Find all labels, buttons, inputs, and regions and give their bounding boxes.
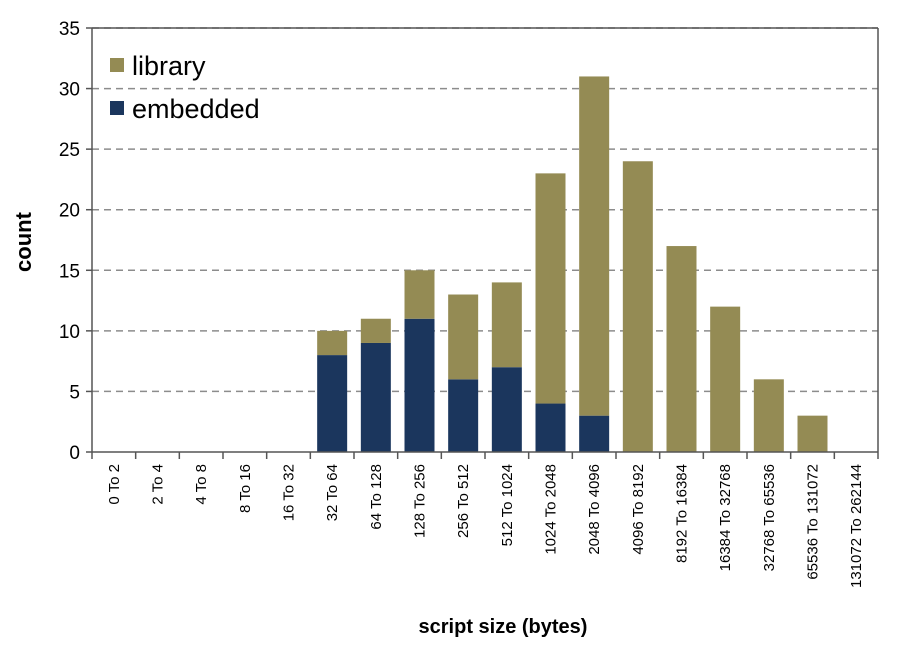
x-axis-title: script size (bytes): [419, 616, 588, 638]
bars: [317, 76, 828, 452]
x-tick-label-5: 32 To 64: [324, 464, 341, 521]
x-tick-label-16: 65536 To 131072: [805, 464, 822, 580]
bar-library-11: [579, 76, 610, 416]
bar-embedded-7: [404, 318, 435, 452]
legend-label-embedded: embedded: [132, 94, 260, 124]
x-tick-label-3: 8 To 16: [237, 464, 254, 513]
gridlines: [92, 27, 878, 393]
bar-library-13: [666, 246, 697, 452]
bar-embedded-5: [317, 355, 348, 452]
y-tick-labels: 0 5 10 15 20 25 30 35: [59, 19, 80, 464]
y-tick-label-25: 25: [59, 140, 80, 161]
axes: [86, 27, 879, 459]
y-tick-label-35: 35: [59, 19, 80, 40]
legend-swatch-embedded: [110, 101, 124, 115]
bar-embedded-8: [448, 379, 479, 452]
x-tick-label-9: 512 To 1024: [499, 464, 516, 546]
x-tick-label-14: 16384 To 32768: [717, 464, 734, 571]
x-tick-label-10: 1024 To 2048: [543, 464, 560, 555]
bar-library-9: [491, 282, 522, 368]
x-tick-label-15: 32768 To 65536: [761, 464, 778, 571]
y-tick-label-5: 5: [69, 382, 80, 403]
x-tick-label-7: 128 To 256: [412, 464, 429, 538]
bar-library-7: [404, 270, 435, 319]
x-tick-label-17: 131072 To 262144: [848, 464, 865, 588]
x-tick-label-4: 16 To 32: [281, 464, 298, 521]
bar-embedded-11: [579, 415, 610, 452]
x-tick-label-12: 4096 To 8192: [630, 464, 647, 555]
y-tick-label-20: 20: [59, 201, 80, 222]
x-tick-label-13: 8192 To 16384: [674, 464, 691, 563]
bar-library-15: [753, 379, 784, 452]
x-tick-label-8: 256 To 512: [455, 464, 472, 538]
y-tick-label-15: 15: [59, 261, 80, 282]
x-tick-label-0: 0 To 2: [106, 464, 123, 505]
y-tick-label-10: 10: [59, 322, 80, 343]
bar-library-10: [535, 173, 566, 404]
bar-embedded-10: [535, 403, 566, 452]
bar-library-16: [797, 415, 828, 452]
bar-library-5: [317, 330, 348, 356]
y-axis-title: count: [11, 211, 36, 272]
x-tick-label-11: 2048 To 4096: [586, 464, 603, 555]
x-tick-label-2: 4 To 8: [193, 464, 210, 505]
y-tick-label-0: 0: [69, 443, 80, 464]
bar-library-12: [622, 161, 653, 452]
legend-swatch-library: [110, 58, 124, 72]
legend-label-library: library: [132, 51, 206, 81]
bar-embedded-6: [360, 342, 391, 452]
bar-library-8: [448, 294, 479, 380]
x-tick-label-1: 2 To 4: [150, 464, 167, 505]
legend: library embedded: [110, 51, 260, 124]
bar-embedded-9: [491, 367, 522, 452]
bar-library-14: [710, 306, 741, 452]
x-tick-labels: 0 To 2 2 To 4 4 To 8 8 To 16 16 To 32 32 To 6…: [106, 464, 865, 588]
x-tick-label-6: 64 To 128: [368, 464, 385, 530]
bar-library-6: [360, 318, 391, 343]
y-tick-label-30: 30: [59, 80, 80, 101]
